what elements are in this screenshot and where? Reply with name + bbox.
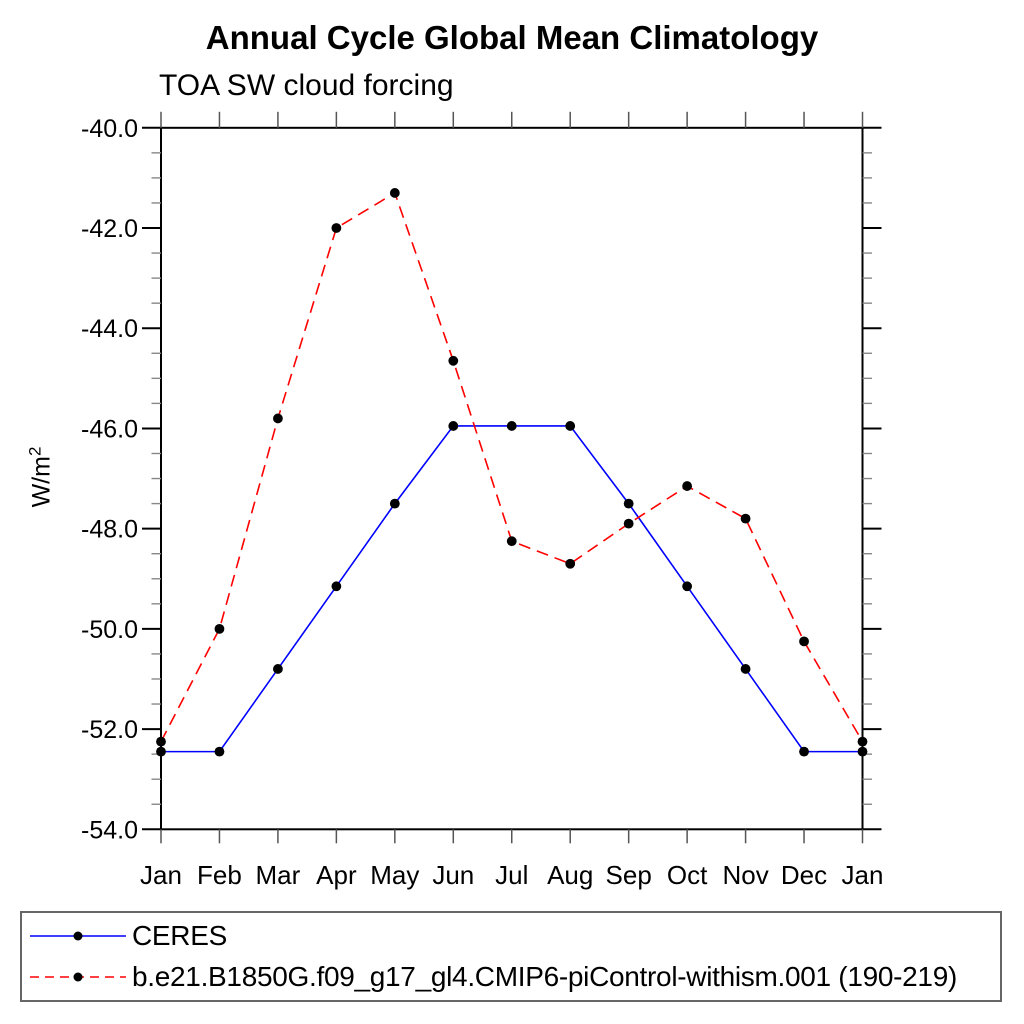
x-axis-tick-labels: Jan Feb Mar Apr May Jun Jul Aug Sep Oct Nov Dec Jan: [140, 860, 883, 890]
x-tick-label: Feb: [197, 860, 242, 890]
data-point-marker: [448, 421, 459, 431]
legend-box: CERES b.e21.B1850G.f09_g17_gl4.CMIP6-piC…: [20, 911, 1002, 1002]
data-point-marker: [565, 421, 576, 431]
series-line: [160, 191, 864, 743]
data-point-marker: [682, 581, 693, 592]
x-tick-label: Jun: [432, 860, 474, 890]
series-line: [161, 425, 863, 753]
x-tick-label: Mar: [256, 860, 301, 890]
legend-line-sample-icon: [30, 972, 126, 982]
data-point-marker: [389, 498, 400, 509]
chart-title: Annual Cycle Global Mean Climatology: [205, 19, 819, 56]
data-point-marker: [273, 664, 283, 674]
axis-frame: [160, 126, 864, 831]
x-axis-ticks: [160, 111, 864, 844]
x-tick-label: Jul: [495, 860, 528, 890]
x-tick-label: May: [370, 860, 419, 890]
y-tick-label: -50.0: [81, 616, 138, 644]
legend-label: b.e21.B1850G.f09_g17_gl4.CMIP6-piControl…: [132, 961, 957, 992]
x-tick-label: Dec: [781, 860, 827, 890]
data-point-marker: [857, 736, 868, 747]
data-point-marker: [331, 581, 342, 592]
data-point-marker: [273, 413, 283, 424]
x-tick-label: Aug: [547, 860, 593, 890]
data-point-marker: [448, 355, 459, 366]
data-point-marker: [682, 481, 693, 491]
data-point-marker: [214, 623, 225, 634]
data-point-marker: [389, 188, 400, 198]
data-point-marker: [623, 518, 634, 529]
y-tick-label: -40.0: [81, 115, 138, 143]
x-tick-label: Jan: [842, 860, 884, 890]
y-axis-tick-labels: -40.0 -42.0 -44.0 -46.0 -48.0 -50.0 -52.0 -54.0: [81, 115, 138, 844]
x-tick-label: Oct: [667, 860, 708, 890]
y-tick-label: -46.0: [81, 415, 138, 443]
legend-marker: [73, 972, 83, 982]
data-point-marker: [506, 536, 517, 547]
y-tick-label: -44.0: [81, 315, 138, 343]
legend-line-sample-icon: [30, 931, 126, 941]
data-point-marker: [506, 421, 517, 431]
x-tick-label: Nov: [722, 860, 768, 890]
series-1: [156, 188, 868, 747]
y-tick-label: -48.0: [81, 516, 138, 544]
data-point-marker: [740, 664, 751, 674]
data-point-marker: [799, 636, 809, 647]
legend-item-model: b.e21.B1850G.f09_g17_gl4.CMIP6-piControl…: [28, 959, 1000, 995]
legend-marker: [73, 931, 83, 941]
y-tick-label: -52.0: [81, 716, 138, 744]
data-point-marker: [740, 513, 751, 524]
data-point-marker: [857, 746, 868, 757]
data-point-marker: [799, 746, 809, 757]
data-point-marker: [214, 746, 225, 757]
data-point-marker: [331, 223, 342, 233]
x-tick-label: Jan: [140, 860, 182, 890]
data-point-marker: [565, 558, 576, 569]
chart-subtitle: TOA SW cloud forcing: [159, 69, 454, 102]
legend-item-ceres: CERES: [28, 918, 1000, 954]
y-axis-ticks: [142, 126, 882, 831]
y-tick-label: -42.0: [81, 215, 138, 243]
legend-label: CERES: [132, 920, 227, 951]
data-point-marker: [623, 498, 634, 509]
series-0: [156, 421, 868, 757]
y-tick-label: -54.0: [81, 816, 138, 844]
x-tick-label: Sep: [606, 860, 652, 890]
data-point-marker: [156, 736, 166, 747]
x-tick-label: Apr: [316, 860, 357, 890]
data-point-marker: [156, 746, 166, 757]
